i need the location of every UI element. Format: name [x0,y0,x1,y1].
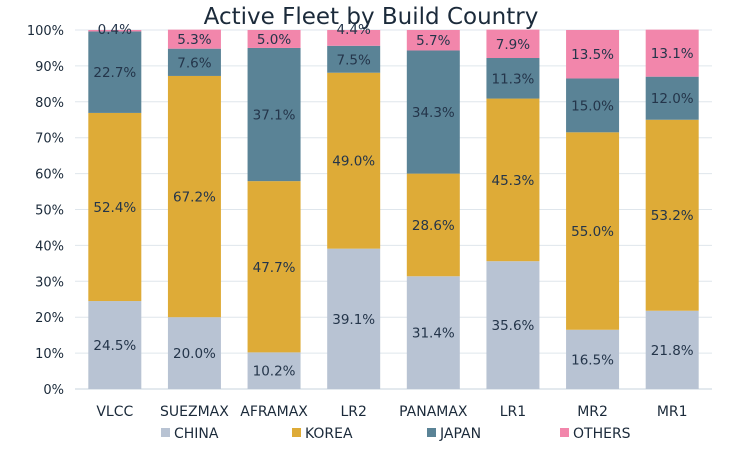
bar-korea-mr2 [566,132,620,330]
data-label: 21.8% [651,343,694,359]
bar-japan-mr1 [645,76,699,120]
data-label: 37.1% [253,108,296,124]
data-label: 53.2% [651,208,694,224]
data-label: 16.5% [571,352,614,368]
bar-others-vlcc [88,30,142,32]
legend-label-korea: KOREA [305,426,353,442]
bar-others-aframax [247,30,301,48]
y-axis: 0% 10% 20% 30% 40% 50% 60% 70% 80% 90% 100% [27,24,64,398]
data-label: 4.4% [337,22,371,38]
data-label: 5.7% [416,33,450,49]
data-label: 5.0% [257,32,291,48]
bar-korea-lr1 [486,98,540,262]
legend-swatch-japan [427,428,436,437]
y-tick-label: 80% [35,96,64,111]
y-tick-label: 90% [35,60,64,75]
bar-japan-panamax [406,50,460,174]
x-tick-label: MR1 [657,404,688,420]
data-label: 5.3% [177,32,211,48]
bar-others-lr2 [327,30,381,46]
bar-others-mr1 [645,29,699,77]
bar-china-mr1 [645,310,699,389]
bar-japan-mr2 [566,78,620,133]
legend-swatch-korea [292,428,301,437]
bar-japan-vlcc [88,31,142,113]
legend-swatch-china [161,428,170,437]
y-tick-label: 70% [35,132,64,147]
bar-others-mr2 [566,30,620,79]
x-tick-label: VLCC [96,404,133,420]
y-tick-label: 60% [35,168,64,183]
bar-japan-suezmax [167,48,221,76]
y-tick-label: 50% [35,204,64,219]
legend-label-china: CHINA [174,426,219,442]
bar-japan-lr2 [327,45,381,73]
bar-china-mr2 [566,329,620,389]
data-label: 47.7% [253,260,296,276]
bar-japan-lr1 [486,58,540,99]
legend-label-others: OTHERS [573,426,631,442]
data-label: 7.5% [337,52,371,68]
data-label: 55.0% [571,224,614,240]
legend-swatch-others [560,428,569,437]
x-tick-label: SUEZMAX [160,404,229,420]
x-tick-label: LR2 [340,404,366,420]
y-tick-label: 100% [27,24,64,39]
data-label: 11.3% [491,71,534,87]
data-label: 15.0% [571,98,614,114]
chart-title: Active Fleet by Build Country [204,4,539,30]
y-tick-label: 20% [35,311,64,326]
legend: CHINA KOREA JAPAN OTHERS [161,426,631,442]
data-label: 0.4% [98,22,132,38]
bar-china-lr2 [327,248,381,389]
legend-label-japan: JAPAN [439,426,481,442]
y-tick-label: 10% [35,347,64,362]
data-label: 67.2% [173,190,216,206]
data-label: 31.4% [412,326,455,342]
data-label: 13.1% [651,46,694,62]
bar-korea-suezmax [167,75,221,318]
x-tick-label: MR2 [577,404,608,420]
bar-china-suezmax [167,317,221,389]
y-tick-label: 0% [43,383,64,398]
data-label: 22.7% [93,65,136,81]
bar-korea-panamax [406,173,460,277]
bar-korea-mr1 [645,119,699,311]
x-axis: VLCC SUEZMAX AFRAMAX LR2 PANAMAX LR1 MR2 MR1 [96,404,687,420]
data-label: 35.6% [491,318,534,334]
bar-china-lr1 [486,261,540,389]
data-label: 39.1% [332,312,375,328]
data-label: 34.3% [412,105,455,121]
data-label: 13.5% [571,47,614,63]
bar-others-panamax [406,30,460,51]
data-label: 52.4% [93,200,136,216]
data-label: 24.5% [93,338,136,354]
data-label: 7.9% [496,37,530,53]
bar-korea-lr2 [327,72,381,249]
x-tick-label: PANAMAX [399,404,468,420]
bars [88,29,699,389]
data-label: 10.2% [253,364,296,380]
bar-china-panamax [406,276,460,389]
bar-japan-aframax [247,47,301,182]
bar-korea-aframax [247,181,301,353]
x-tick-label: LR1 [500,404,526,420]
data-label: 28.6% [412,218,455,234]
data-label: 20.0% [173,346,216,362]
bar-others-lr1 [486,29,540,59]
data-label: 7.6% [177,55,211,71]
bar-others-suezmax [167,29,221,49]
data-label: 49.0% [332,154,375,170]
bar-korea-vlcc [88,112,142,302]
data-labels: 24.5% 52.4% 22.7% 0.4% 20.0% 67.2% 7.6% 5.3% 10.… [93,22,693,380]
bar-china-aframax [247,352,301,389]
y-tick-label: 40% [35,239,64,254]
bar-china-vlcc [88,301,142,389]
x-tick-label: AFRAMAX [240,404,308,420]
data-label: 45.3% [491,173,534,189]
data-label: 12.0% [651,91,694,107]
y-tick-label: 30% [35,275,64,290]
